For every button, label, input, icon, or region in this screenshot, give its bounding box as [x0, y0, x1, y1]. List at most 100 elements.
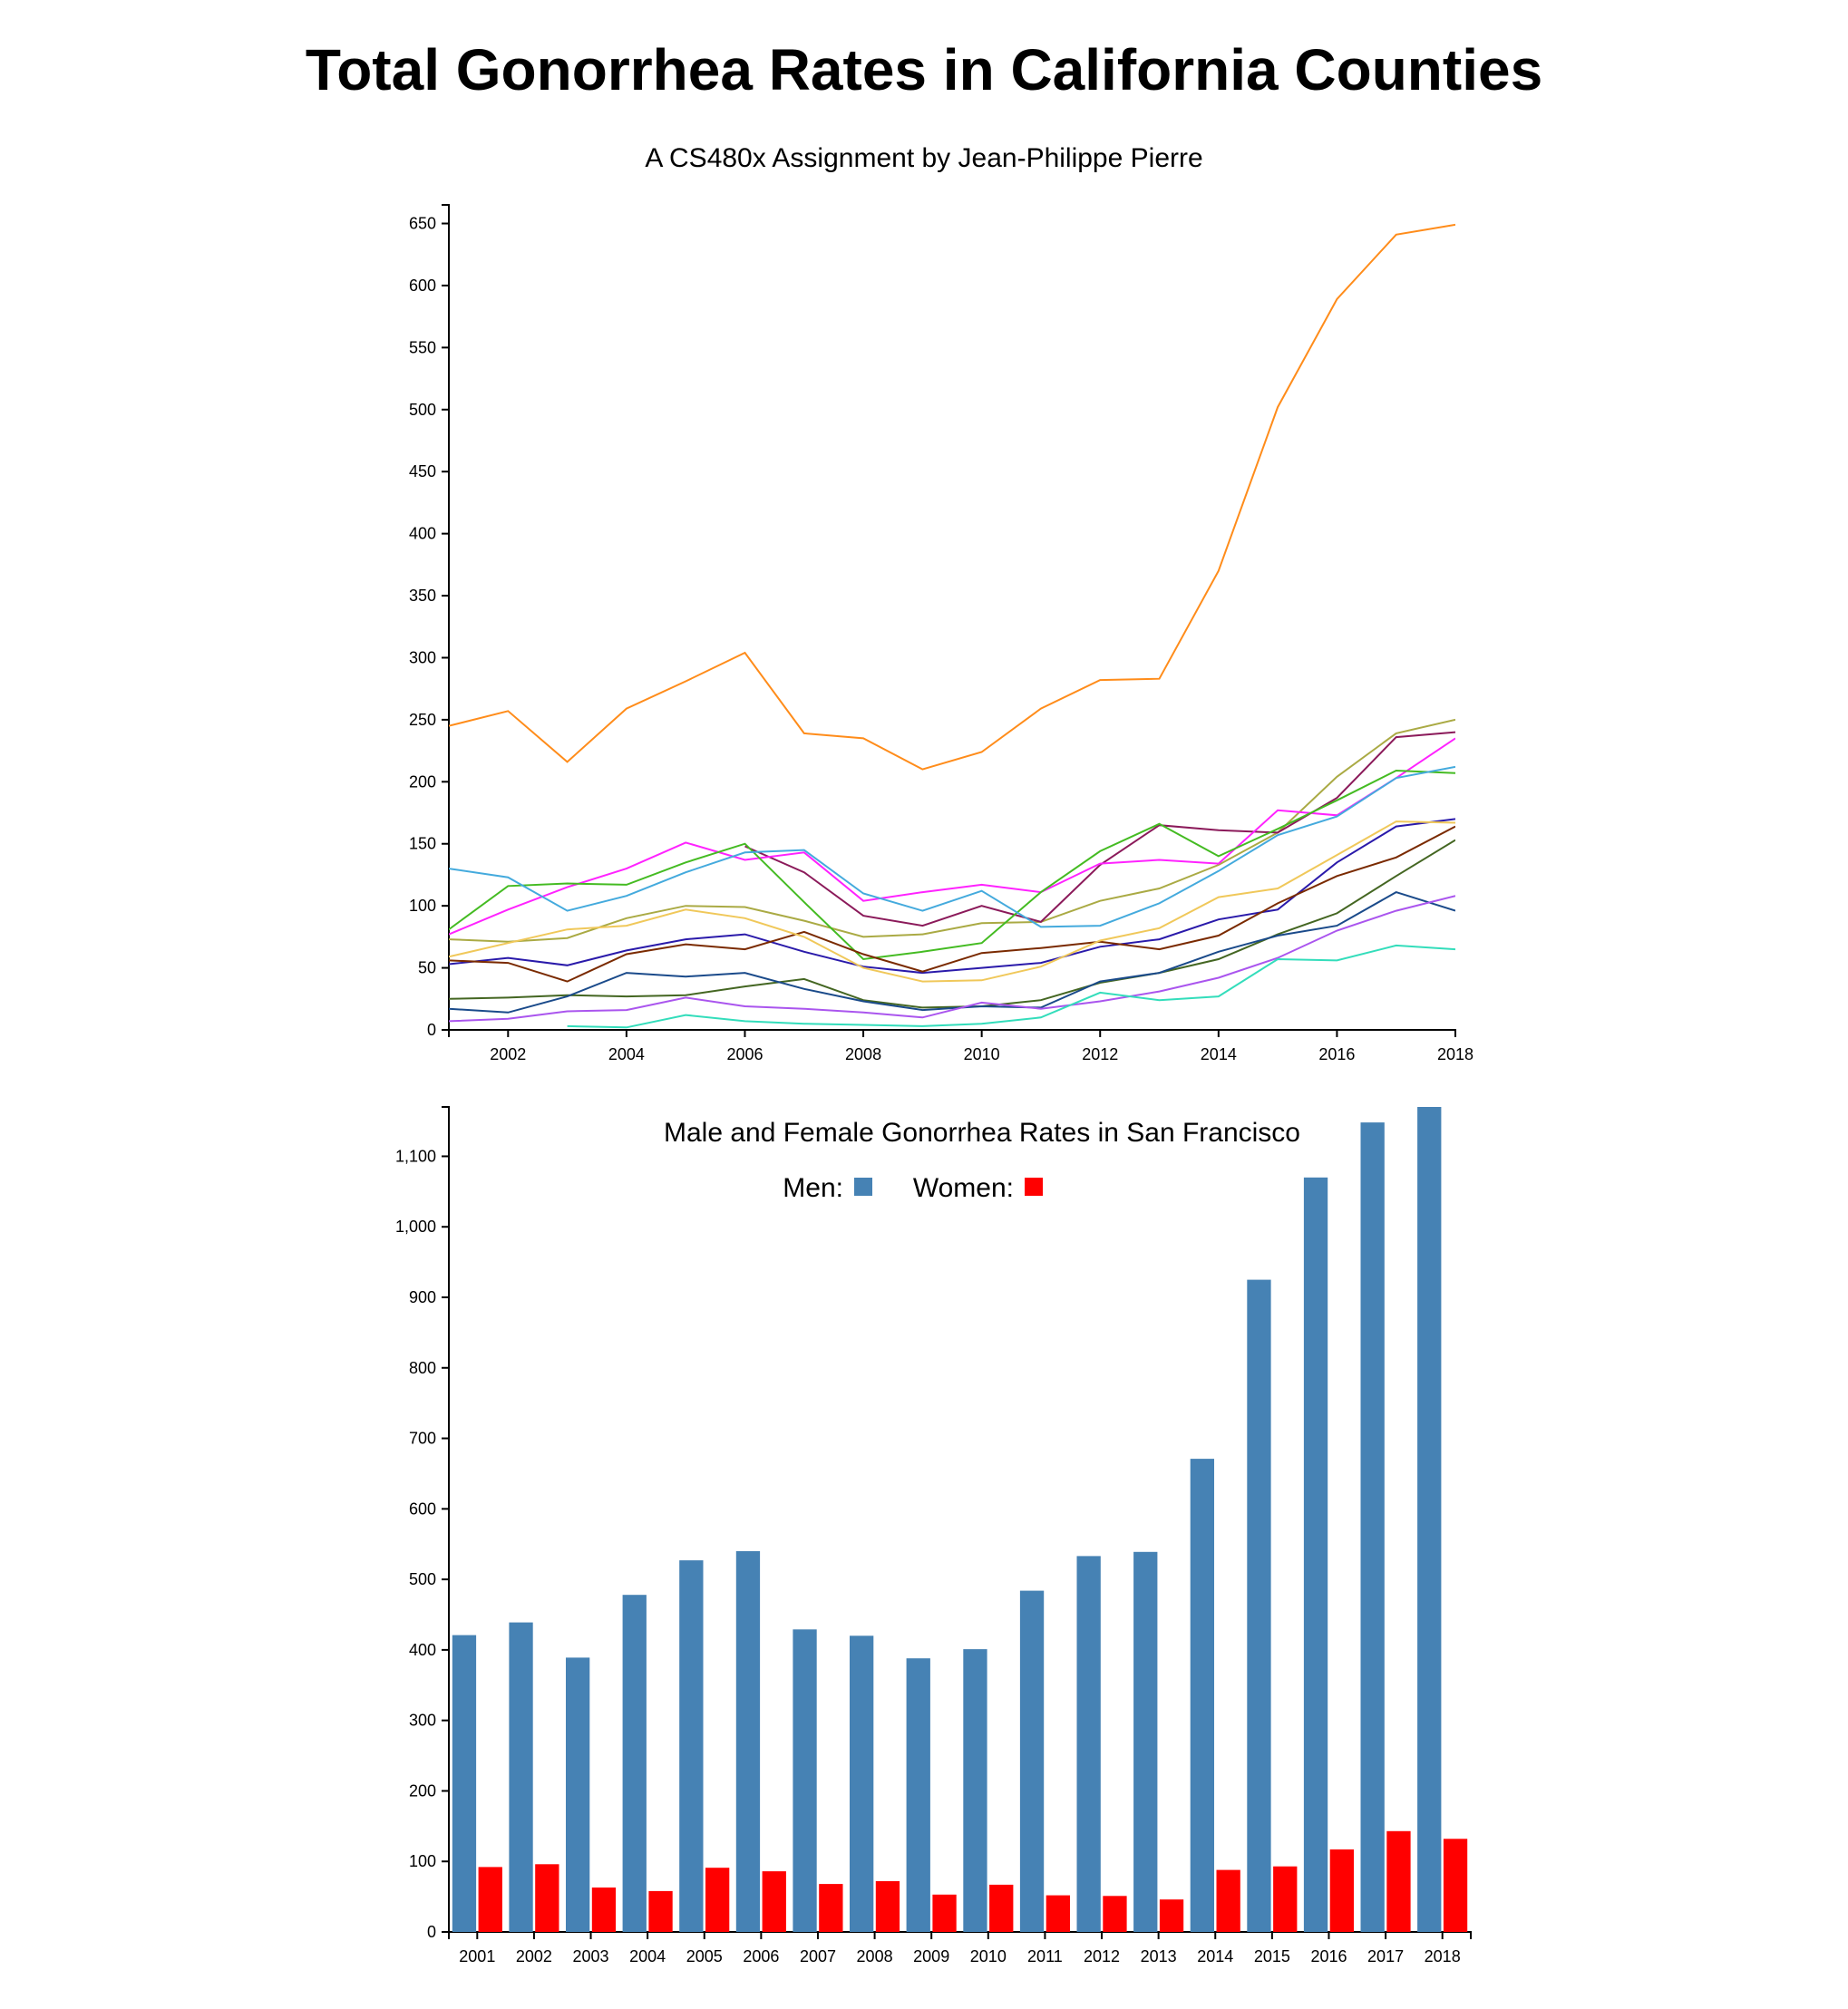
women-bar-2017	[1386, 1830, 1411, 1932]
county-line-9	[449, 820, 1455, 983]
legend-women-label: Women:	[913, 1173, 1014, 1203]
legend-men-label: Men:	[783, 1173, 843, 1203]
line-y-tick: 350	[409, 587, 449, 605]
bar-x-tick-label: 2017	[1367, 1947, 1404, 1965]
men-bar-2004	[622, 1595, 647, 1932]
county-line-7	[449, 818, 1455, 975]
bar-x-tick: 2012	[1084, 1932, 1120, 1965]
line-y-tick-label: 450	[409, 462, 436, 480]
bar-y-tick: 200	[409, 1781, 449, 1800]
bar-y-tick-label: 300	[409, 1712, 436, 1730]
men-bar-2005	[679, 1560, 704, 1932]
bar-y-tick: 1,100	[395, 1147, 449, 1165]
women-bar-2005	[705, 1868, 730, 1932]
line-x-tick-label: 2004	[608, 1045, 645, 1063]
bar-x-tick: 2016	[1310, 1932, 1347, 1965]
bar-y-tick-label: 1,000	[395, 1218, 436, 1236]
line-y-tick: 250	[409, 711, 449, 729]
line-x-tick: 2006	[726, 1030, 763, 1063]
county-line-1	[449, 223, 1455, 771]
line-y-tick-label: 300	[409, 648, 436, 666]
women-bar-2006	[762, 1871, 786, 1932]
legend-women-swatch	[1025, 1178, 1043, 1196]
men-bar-2009	[906, 1658, 930, 1932]
bar-x-tick: 2011	[1027, 1932, 1063, 1965]
line-y-tick: 500	[409, 401, 449, 419]
line-x-tick-label: 2014	[1201, 1045, 1237, 1063]
line-x-tick: 2002	[490, 1030, 526, 1063]
bar-y-tick: 300	[409, 1712, 449, 1730]
line-y-tick-label: 550	[409, 338, 436, 356]
bar-x-tick: 2004	[629, 1932, 666, 1965]
bar-y-tick-label: 1,100	[395, 1147, 436, 1165]
women-bar-2010	[989, 1884, 1014, 1932]
bar-x-tick: 2014	[1197, 1932, 1233, 1965]
bar-y-tick: 600	[409, 1499, 449, 1518]
bar-y-tick-label: 0	[427, 1923, 436, 1941]
county-line-12	[449, 895, 1455, 1023]
line-y-tick: 150	[409, 835, 449, 853]
line-x-tick-label: 2006	[726, 1045, 763, 1063]
bar-x-tick: 2018	[1425, 1932, 1461, 1965]
bar-y-tick-label: 800	[409, 1359, 436, 1377]
line-x-tick-label: 2016	[1318, 1045, 1355, 1063]
line-x-tick: 2012	[1082, 1030, 1118, 1063]
bar-x-tick-label: 2018	[1425, 1947, 1461, 1965]
women-bar-2012	[1103, 1896, 1127, 1932]
bar-y-tick-label: 600	[409, 1499, 436, 1518]
line-y-tick-label: 150	[409, 835, 436, 853]
line-x-tick-label: 2010	[964, 1045, 1000, 1063]
line-x-tick: 2016	[1318, 1030, 1355, 1063]
bar-x-tick: 2007	[800, 1932, 836, 1965]
women-bar-2002	[535, 1864, 559, 1932]
bar-x-tick-label: 2016	[1310, 1947, 1347, 1965]
men-bar-2017	[1360, 1122, 1385, 1932]
women-bar-2011	[1046, 1895, 1070, 1932]
bar-x-tick-label: 2004	[629, 1947, 666, 1965]
women-bar-2015	[1273, 1866, 1298, 1932]
bar-y-tick-label: 700	[409, 1430, 436, 1448]
women-bar-2016	[1329, 1849, 1354, 1932]
line-y-tick-label: 0	[427, 1021, 436, 1039]
bar-x-tick: 2001	[459, 1932, 495, 1965]
line-y-tick: 550	[409, 338, 449, 356]
county-line-13	[567, 944, 1455, 1029]
county-line-10	[449, 839, 1455, 1009]
line-y-tick-label: 50	[418, 959, 436, 977]
county-line-3	[744, 731, 1455, 927]
bar-y-tick: 100	[409, 1852, 449, 1870]
bar-x-axis	[448, 1931, 1472, 1939]
bar-y-tick: 500	[409, 1570, 449, 1588]
line-y-tick: 300	[409, 648, 449, 666]
line-y-tick-label: 650	[409, 215, 436, 233]
bar-x-tick-label: 2006	[743, 1947, 779, 1965]
men-bar-2013	[1133, 1551, 1158, 1932]
legend-men-swatch	[854, 1178, 872, 1196]
bar-x-tick-label: 2008	[857, 1947, 893, 1965]
bar-x-tick: 2010	[970, 1932, 1007, 1965]
bar-x-tick: 2017	[1367, 1932, 1404, 1965]
line-y-tick-label: 400	[409, 525, 436, 543]
bar-y-tick: 1,000	[395, 1218, 449, 1236]
bar-x-tick-label: 2013	[1141, 1947, 1177, 1965]
men-bar-2015	[1247, 1279, 1271, 1932]
bar-x-tick: 2013	[1141, 1932, 1177, 1965]
bar-x-tick: 2015	[1254, 1932, 1290, 1965]
men-bar-2003	[566, 1657, 590, 1932]
bar-x-tick-label: 2009	[913, 1947, 949, 1965]
line-y-tick-label: 100	[409, 897, 436, 915]
county-line-6	[449, 765, 1455, 928]
line-x-tick-label: 2008	[845, 1045, 881, 1063]
bar-x-tick-label: 2001	[459, 1947, 495, 1965]
bar-x-tick-label: 2010	[970, 1947, 1007, 1965]
men-bar-2018	[1417, 1107, 1442, 1932]
women-bar-2013	[1159, 1899, 1184, 1932]
bar-x-tick-label: 2015	[1254, 1947, 1290, 1965]
women-bar-2001	[478, 1867, 502, 1932]
bar-y-tick: 800	[409, 1359, 449, 1377]
men-bar-2002	[509, 1622, 533, 1932]
line-y-tick-label: 600	[409, 277, 436, 295]
bar-x-tick-label: 2012	[1084, 1947, 1120, 1965]
women-bar-2007	[819, 1884, 843, 1932]
